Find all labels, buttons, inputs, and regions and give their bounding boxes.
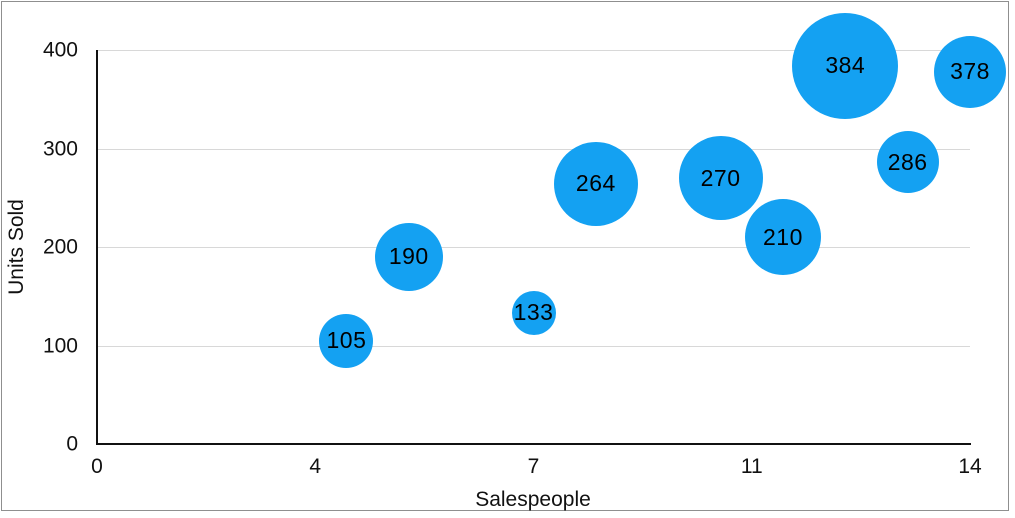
bubble-label: 270: [700, 164, 741, 191]
x-tick-label: 11: [740, 455, 763, 478]
bubble-label: 133: [513, 299, 554, 326]
bubble[interactable]: 190: [374, 222, 443, 291]
bubble-label: 264: [575, 170, 616, 197]
y-tick-label: 200: [42, 235, 78, 259]
bubble-label: 286: [887, 148, 928, 175]
bubble[interactable]: 210: [744, 199, 821, 276]
x-axis-title: Salespeople: [475, 488, 591, 511]
x-tick-label: 4: [309, 455, 322, 478]
bubble[interactable]: 270: [678, 136, 763, 221]
y-axis-line: [96, 50, 98, 444]
x-tick-label: 14: [958, 455, 982, 478]
bubble[interactable]: 133: [511, 290, 556, 335]
bubble[interactable]: 378: [934, 35, 1006, 108]
bubble-label: 105: [326, 327, 367, 354]
y-tick-label: 100: [42, 334, 78, 357]
bubble[interactable]: 384: [792, 12, 899, 119]
y-gridline: [97, 346, 970, 347]
y-tick-label: 0: [66, 432, 78, 456]
y-gridline: [97, 149, 970, 150]
bubble-label: 384: [825, 52, 866, 79]
y-tick-label: 300: [42, 137, 78, 160]
bubble[interactable]: 105: [319, 313, 374, 368]
bubble-label: 210: [762, 223, 803, 250]
y-tick-label: 400: [42, 38, 78, 62]
y-gridline: [97, 50, 970, 51]
y-axis-title: Units Sold: [5, 199, 28, 295]
x-tick-label: 7: [527, 455, 540, 478]
x-axis-line: [96, 443, 971, 445]
bubble[interactable]: 264: [553, 141, 638, 226]
bubble-label: 190: [388, 243, 429, 270]
bubble-label: 378: [950, 58, 990, 85]
bubble[interactable]: 286: [876, 131, 939, 194]
y-gridline: [97, 247, 970, 248]
x-tick-label: 0: [91, 455, 103, 478]
